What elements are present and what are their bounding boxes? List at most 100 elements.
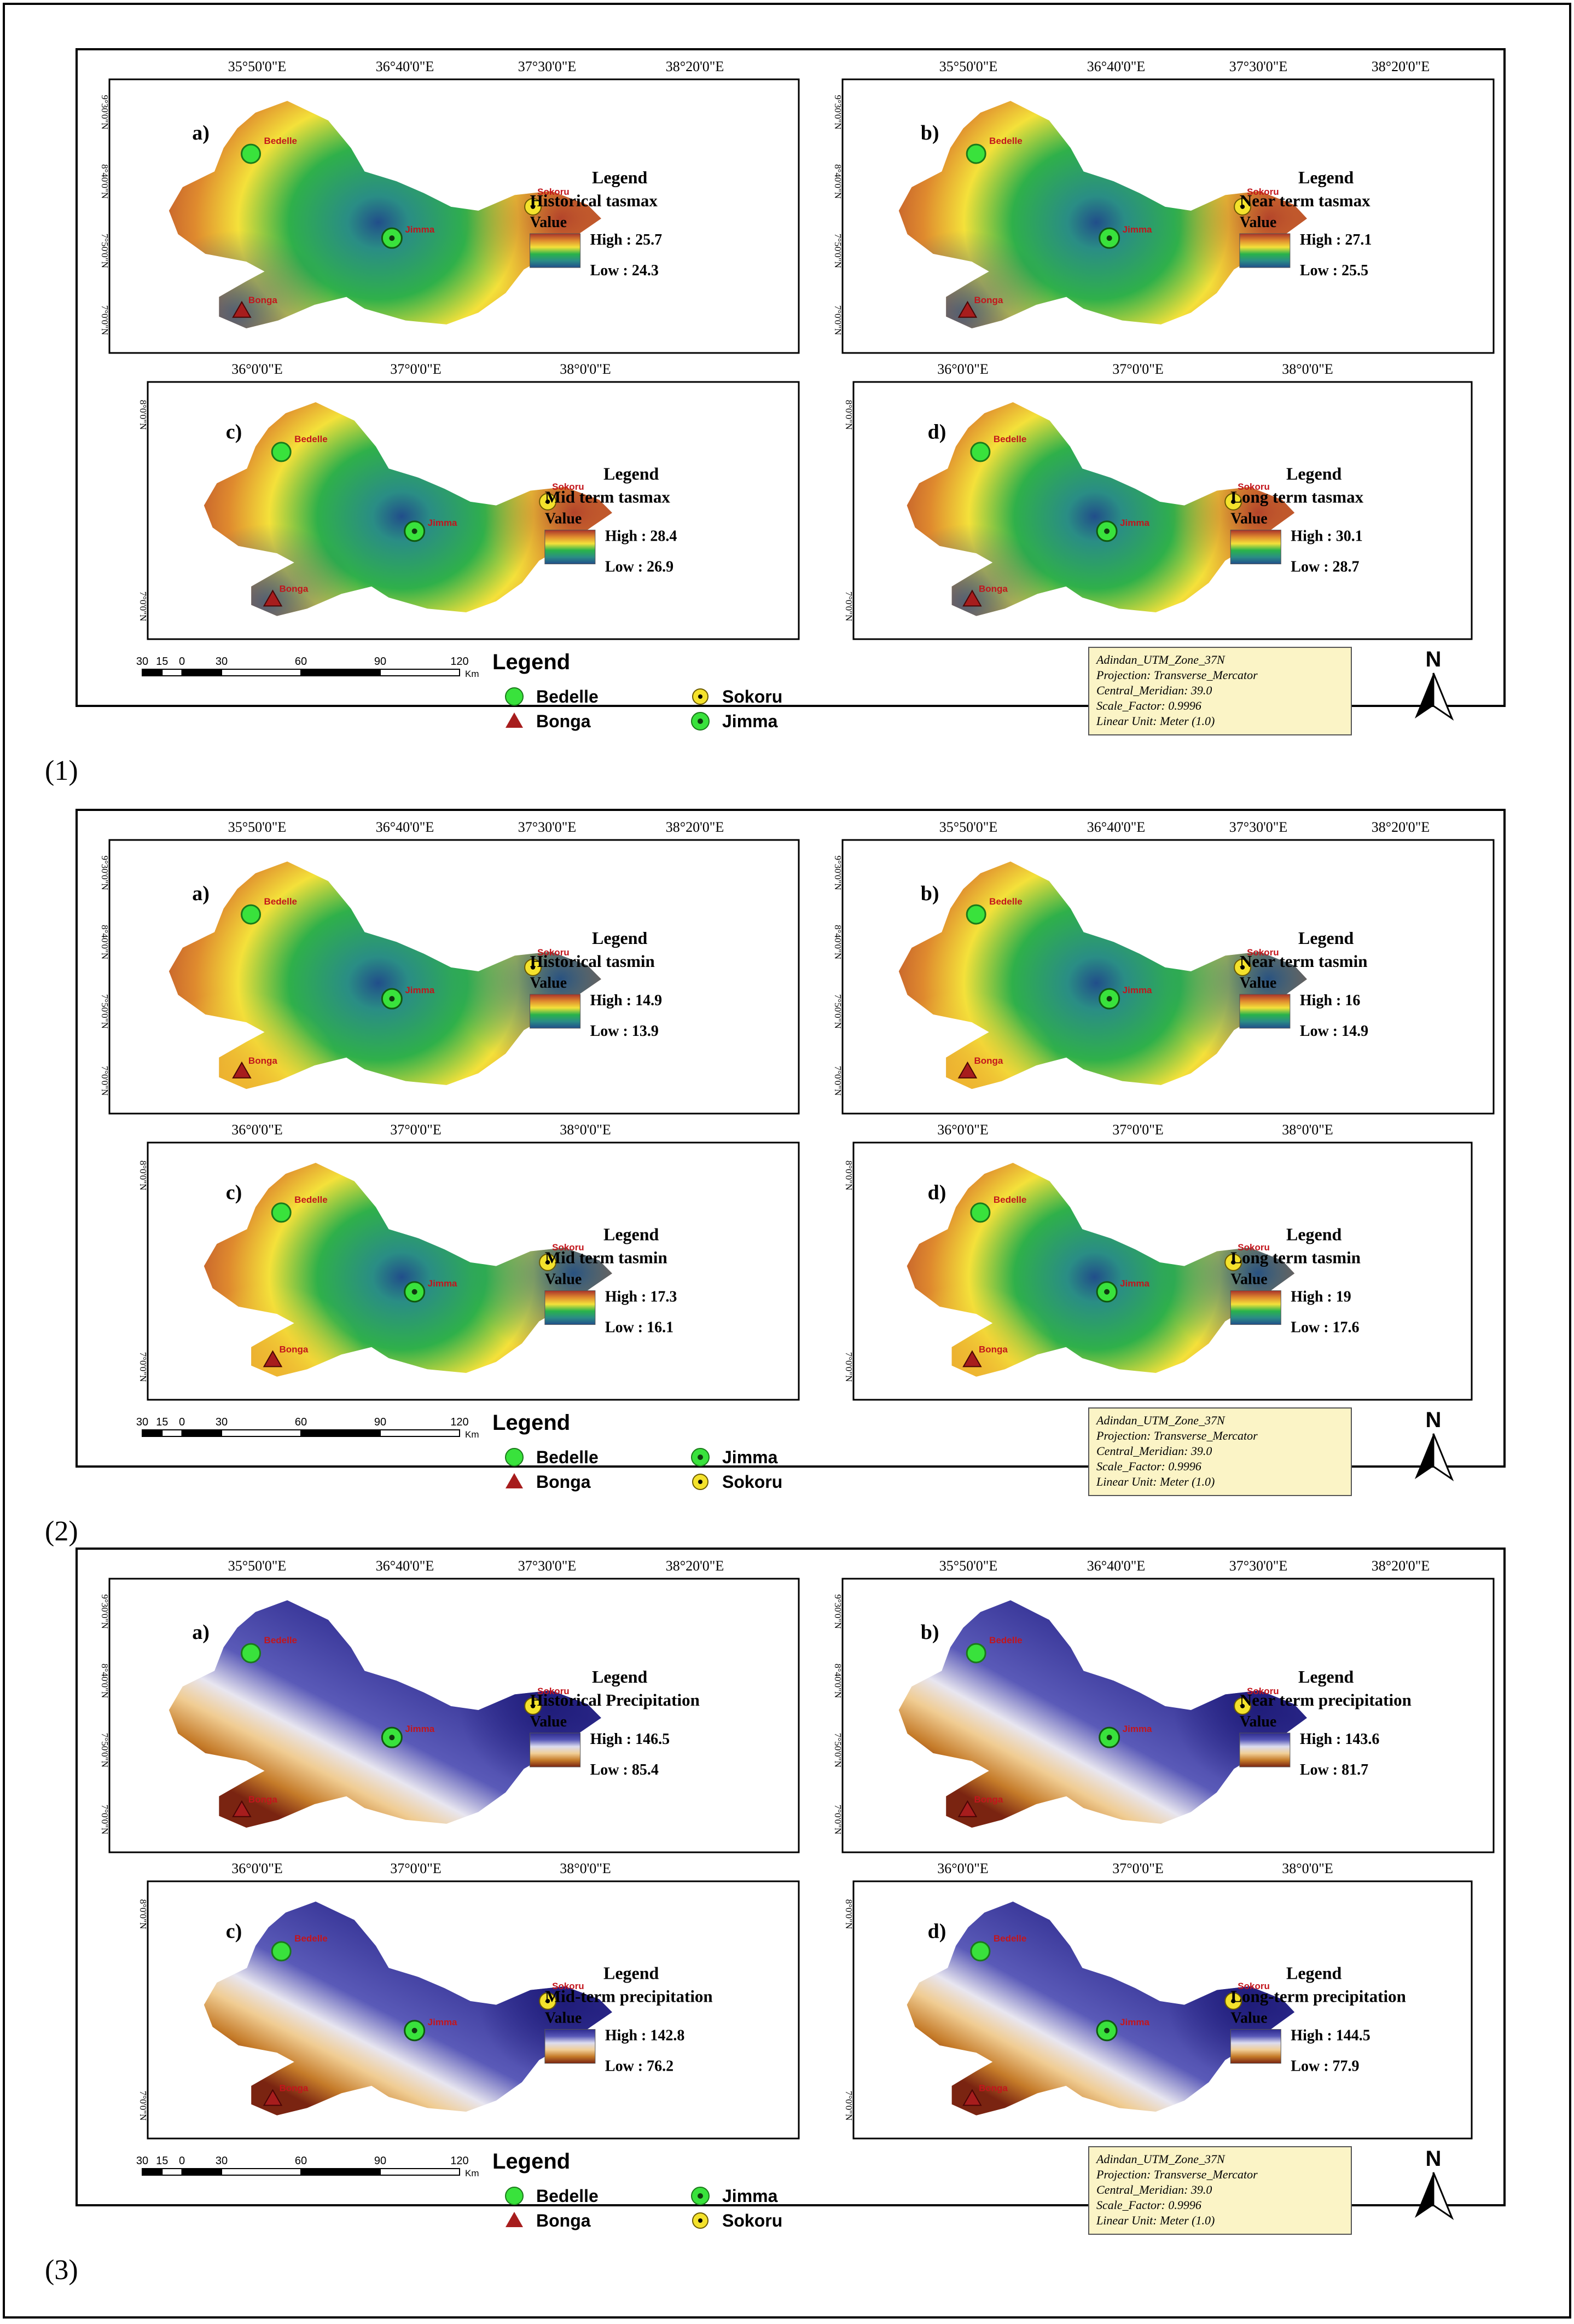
legend-color-ramp <box>1239 994 1291 1029</box>
low-prefix: Low : <box>605 2058 647 2075</box>
legend-low: Low : 13.9 <box>590 1023 659 1040</box>
longitude-tick: 38°0'0"E <box>1282 361 1333 377</box>
projection-info-line: Scale_Factor: 0.9996 <box>1096 699 1201 712</box>
sokoru-label: Sokoru <box>1238 1981 1270 1991</box>
scale-tick: 90 <box>374 656 386 668</box>
legend-low: Low : 17.6 <box>1291 1319 1359 1336</box>
jimma-label: Jimma <box>1120 2017 1149 2027</box>
high-prefix: High : <box>1291 528 1335 545</box>
jimma-label: Jimma <box>1123 985 1152 995</box>
high-value: 16 <box>1345 992 1360 1009</box>
scale-tick: 0 <box>179 2155 185 2167</box>
latitude-tick: 7°0'0"N <box>138 1352 148 1382</box>
sokoru-label: Sokoru <box>537 1686 570 1696</box>
legend-high: High : 146.5 <box>590 1731 670 1748</box>
latitude-tick: 7°0'0"N <box>833 1805 843 1835</box>
longitude-tick: 37°0'0"E <box>390 1122 442 1138</box>
latitude-tick: 7°50'0"N <box>100 1733 110 1767</box>
bedelle-station-icon <box>966 904 986 925</box>
sokoru-label: Sokoru <box>1247 947 1279 958</box>
latitude-tick: 8°40'0"N <box>100 925 110 959</box>
jimma-station-dot <box>1106 996 1112 1002</box>
high-value: 143.6 <box>1345 1731 1379 1748</box>
longitude-tick: 35°50'0"E <box>228 819 287 835</box>
bonga-station-icon <box>962 1350 982 1367</box>
north-label: N <box>1426 1408 1442 1432</box>
latitude-tick: 7°50'0"N <box>833 994 843 1029</box>
low-value: 85.4 <box>632 1761 659 1778</box>
longitude-tick: 38°20'0"E <box>666 1558 724 1574</box>
high-prefix: High : <box>605 2027 650 2044</box>
latitude-tick: 8°40'0"N <box>833 925 843 959</box>
panel-letter: a) <box>192 121 210 144</box>
figure-caption: (1) <box>45 755 78 786</box>
legend-high: High : 142.8 <box>605 2027 684 2044</box>
high-value: 14.9 <box>635 992 662 1009</box>
latitude-tick: 8°40'0"N <box>833 164 843 199</box>
north-label: N <box>1426 647 1442 671</box>
latitude-tick: 7°50'0"N <box>100 234 110 268</box>
legend-heading: Legend <box>1286 464 1342 484</box>
projection-info-line: Linear Unit: Meter (1.0) <box>1096 2213 1215 2227</box>
scale-tick: 30 <box>136 2155 148 2167</box>
latitude-tick: 7°0'0"N <box>844 1352 854 1382</box>
panel-letter: b) <box>921 882 939 905</box>
legend-title: Long term tasmin <box>1230 1248 1361 1267</box>
projection-info-box <box>1088 647 1352 735</box>
bedelle-label: Bedelle <box>994 1933 1026 1944</box>
latitude-tick: 7°50'0"N <box>833 1733 843 1767</box>
panel-letter: d) <box>928 1181 946 1204</box>
legend-heading: Legend <box>603 1963 659 1983</box>
sokoru-station-dot <box>531 965 536 970</box>
latitude-tick: 7°0'0"N <box>844 2091 854 2121</box>
legend-value-label: Value <box>1230 511 1267 528</box>
bonga-label: Bonga <box>279 583 308 594</box>
jimma-station-dot <box>411 2027 417 2033</box>
legend-high: High : 25.7 <box>590 231 662 248</box>
legend-high: High : 30.1 <box>1291 528 1362 545</box>
low-prefix: Low : <box>1291 2058 1332 2075</box>
sokoru-station-dot <box>1240 965 1245 970</box>
jimma-label: Jimma <box>405 985 434 995</box>
latitude-tick: 9°30'0"N <box>100 1594 110 1628</box>
bedelle-label: Bedelle <box>294 1933 327 1944</box>
latitude-tick: 7°0'0"N <box>833 305 843 335</box>
sokoru-label: Sokoru <box>552 1981 584 1991</box>
jimma-legend-dot <box>698 718 703 724</box>
panel-letter: c) <box>226 420 242 443</box>
legend-title: Near term precipitation <box>1240 1690 1412 1709</box>
map-panel-c: 8°0'0"N 7°0'0"N Bedelle Sokoru Jimma Bonga c) L… <box>138 1880 800 2140</box>
north-arrow-outline <box>1432 673 1454 721</box>
latitude-tick: 8°40'0"N <box>100 164 110 199</box>
low-value: 26.9 <box>647 559 673 576</box>
legend-title: Historical tasmin <box>530 952 655 971</box>
legend-color-ramp <box>544 1290 596 1325</box>
legend-value-label: Value <box>1230 2010 1267 2027</box>
longitude-tick: 35°50'0"E <box>228 59 287 74</box>
sokoru-label: Sokoru <box>537 187 570 197</box>
bonga-station-icon <box>232 300 252 318</box>
legend-title: Mid term tasmin <box>545 1248 667 1267</box>
scale-segment <box>380 669 460 676</box>
longitude-tick: 38°20'0"E <box>1372 819 1430 835</box>
longitude-tick: 37°0'0"E <box>1112 361 1164 377</box>
sokoru-station-dot <box>531 1703 536 1708</box>
low-value: 17.6 <box>1333 1319 1360 1336</box>
bedelle-station-icon <box>966 143 986 164</box>
legend-heading: Legend <box>603 464 659 484</box>
projection-info-line: Central_Meridian: 39.0 <box>1096 1444 1212 1458</box>
legend-color-ramp <box>1230 530 1281 565</box>
longitude-tick: 35°50'0"E <box>228 1558 287 1574</box>
bedelle-label: Bedelle <box>989 896 1022 907</box>
low-prefix: Low : <box>605 1319 647 1336</box>
bonga-station-icon <box>232 1061 252 1079</box>
latitude-tick: 9°30'0"N <box>833 1594 843 1628</box>
jimma-legend-dot <box>698 1454 703 1460</box>
high-value: 144.5 <box>1336 2027 1370 2044</box>
high-value: 17.3 <box>650 1289 677 1306</box>
longitude-tick: 36°40'0"E <box>376 1558 434 1574</box>
map-panel-b: 9°30'0"N 8°40'0"N 7°50'0"N 7°0'0"N Bedelle So… <box>833 839 1495 1115</box>
longitude-tick: 36°40'0"E <box>1087 59 1146 74</box>
jimma-station-dot <box>1104 1289 1110 1295</box>
legend-color-ramp <box>544 2029 596 2064</box>
